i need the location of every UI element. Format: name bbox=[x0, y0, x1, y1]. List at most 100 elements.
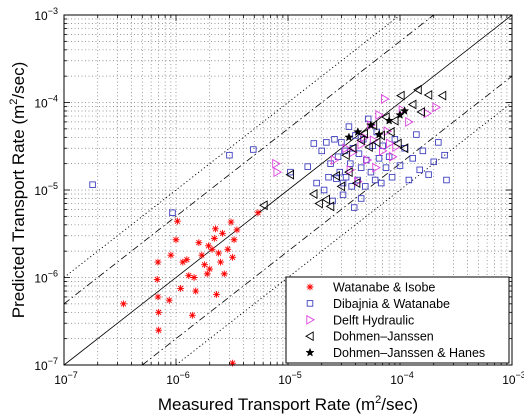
data-point bbox=[323, 139, 330, 146]
data-point bbox=[339, 191, 347, 199]
legend: Watanabe & Isobe Dibajnia & Watanabe Delft… bbox=[285, 276, 510, 364]
data-point bbox=[169, 209, 176, 216]
data-point bbox=[167, 251, 175, 259]
data-point bbox=[206, 265, 214, 273]
data-point bbox=[304, 163, 311, 170]
data-point bbox=[352, 132, 359, 139]
legend-label: Watanabe & Isobe bbox=[333, 281, 435, 295]
data-point bbox=[318, 147, 325, 155]
data-point bbox=[371, 176, 379, 184]
data-point bbox=[356, 135, 365, 146]
data-point bbox=[208, 245, 216, 253]
data-point bbox=[250, 146, 257, 153]
data-point bbox=[432, 102, 441, 113]
data-point bbox=[227, 218, 235, 226]
data-point bbox=[423, 108, 433, 119]
data-point bbox=[195, 239, 203, 247]
data-point bbox=[416, 106, 425, 117]
y-tick-label: 10−3 bbox=[34, 6, 58, 23]
data-point bbox=[399, 143, 409, 154]
legend-label: Dohmen–Janssen & Hanes bbox=[333, 346, 485, 360]
data-point bbox=[362, 183, 369, 190]
data-point bbox=[430, 158, 437, 166]
data-point bbox=[336, 181, 346, 192]
legend-marker bbox=[306, 314, 315, 325]
data-point bbox=[165, 296, 173, 304]
data-point bbox=[155, 308, 163, 316]
y-tick-label: 10−5 bbox=[34, 181, 58, 198]
data-point bbox=[396, 90, 405, 101]
x-tick-label: 10−5 bbox=[278, 370, 302, 387]
data-point bbox=[347, 160, 354, 167]
data-point bbox=[345, 123, 353, 130]
data-point bbox=[381, 93, 390, 104]
y-tick-label: 10−6 bbox=[34, 269, 58, 286]
data-point bbox=[346, 164, 356, 175]
data-point bbox=[341, 150, 350, 161]
legend-box bbox=[285, 276, 510, 364]
legend-label: Dohmen–Janssen bbox=[333, 330, 434, 344]
data-point bbox=[443, 176, 450, 184]
data-point bbox=[393, 138, 402, 149]
reference-line-dashdot bbox=[142, 75, 513, 366]
data-point bbox=[348, 143, 357, 154]
data-point bbox=[423, 89, 433, 100]
data-point bbox=[215, 249, 222, 257]
data-point bbox=[233, 226, 241, 234]
data-point bbox=[355, 150, 363, 157]
data-point bbox=[220, 270, 228, 278]
data-point bbox=[389, 115, 399, 126]
data-point bbox=[391, 136, 399, 143]
legend-label: Dibajnia & Watanabe bbox=[333, 297, 450, 311]
data-point bbox=[357, 164, 365, 171]
data-point bbox=[382, 164, 390, 171]
data-points bbox=[89, 84, 450, 367]
data-point bbox=[344, 167, 353, 178]
y-axis-label: Predicted Transport Rate (m2/sec) bbox=[8, 62, 28, 319]
data-point bbox=[89, 181, 96, 188]
data-point bbox=[342, 143, 351, 154]
legend-marker bbox=[306, 300, 314, 307]
data-point bbox=[217, 258, 224, 266]
data-point bbox=[437, 90, 447, 101]
data-point bbox=[321, 194, 331, 205]
series-4 bbox=[344, 106, 410, 142]
data-point bbox=[185, 272, 193, 280]
data-point bbox=[285, 169, 295, 180]
data-point bbox=[308, 189, 318, 199]
data-point bbox=[201, 261, 208, 269]
data-point bbox=[259, 200, 268, 211]
data-point bbox=[331, 136, 338, 143]
data-point bbox=[325, 173, 332, 181]
data-point bbox=[367, 168, 375, 176]
x-axis-label: Measured Transport Rate (m2/sec) bbox=[158, 394, 418, 414]
data-point bbox=[172, 236, 180, 244]
data-point bbox=[409, 155, 417, 162]
data-point bbox=[363, 155, 373, 166]
data-point bbox=[377, 179, 385, 187]
data-point bbox=[435, 139, 442, 146]
data-point bbox=[388, 173, 396, 181]
data-point bbox=[372, 162, 381, 173]
data-point bbox=[386, 127, 395, 137]
data-point bbox=[219, 229, 226, 237]
x-tick-label: 10−4 bbox=[390, 370, 414, 387]
tick-labels: 10−7 10−6 10−5 10−4 10−3 10−7 10−6 10−5 10−4 10−3 bbox=[34, 6, 524, 387]
data-point bbox=[405, 176, 413, 184]
plot-frame bbox=[63, 14, 513, 366]
data-point bbox=[273, 167, 283, 178]
data-point bbox=[198, 251, 206, 259]
series-3 bbox=[259, 84, 447, 212]
data-point bbox=[369, 135, 379, 146]
data-point bbox=[154, 293, 162, 301]
data-point bbox=[190, 274, 198, 281]
data-point bbox=[371, 137, 381, 148]
y-tick-label: 10−4 bbox=[34, 94, 58, 111]
data-point bbox=[375, 155, 383, 162]
x-tick-label: 10−7 bbox=[54, 370, 78, 387]
data-point bbox=[155, 326, 163, 334]
data-point bbox=[416, 166, 423, 174]
data-point bbox=[320, 186, 328, 194]
data-point bbox=[405, 116, 414, 127]
